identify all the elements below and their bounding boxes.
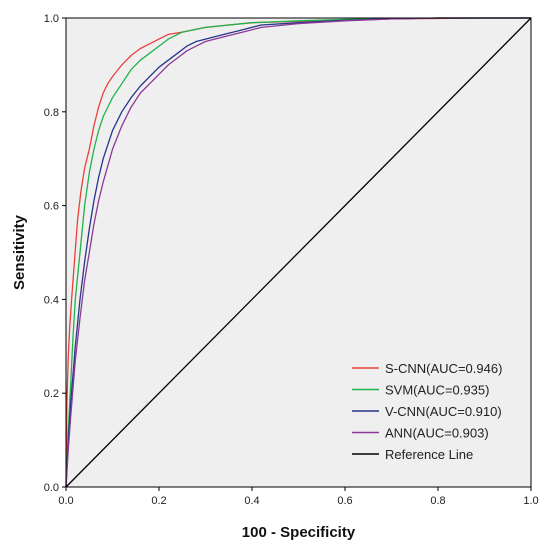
y-tick-label: 0.6 [44, 201, 59, 213]
x-tick-label: 0.6 [337, 495, 352, 507]
x-axis-ticks: 0.0 0.2 0.4 0.6 0.8 1.0 [58, 487, 539, 507]
x-tick-label: 0.2 [151, 495, 166, 507]
legend-label-3: ANN(AUC=0.903) [385, 426, 489, 441]
y-axis-title: Sensitivity [11, 214, 28, 290]
y-axis-ticks: 0.0 0.2 0.4 0.6 0.8 1.0 [44, 13, 66, 494]
y-tick-label: 0.8 [44, 107, 59, 119]
y-tick-label: 0.4 [44, 294, 59, 306]
x-tick-label: 0.8 [430, 495, 445, 507]
y-tick-label: 0.0 [44, 482, 59, 494]
legend-label-1: SVM(AUC=0.935) [385, 383, 489, 398]
legend-label-4: Reference Line [385, 447, 473, 462]
x-tick-label: 0.0 [58, 495, 73, 507]
x-axis-title: 100 - Specificity [242, 524, 356, 541]
legend: S-CNN(AUC=0.946) SVM(AUC=0.935) V-CNN(AUC=… [352, 361, 502, 462]
y-tick-label: 1.0 [44, 13, 59, 25]
y-tick-label: 0.2 [44, 388, 59, 400]
x-tick-label: 1.0 [523, 495, 538, 507]
series-line-1 [65, 17, 531, 488]
series-line-2 [65, 17, 531, 488]
x-tick-label: 0.4 [244, 495, 259, 507]
legend-label-0: S-CNN(AUC=0.946) [385, 361, 502, 376]
legend-label-2: V-CNN(AUC=0.910) [385, 404, 502, 419]
series-layer [65, 17, 532, 488]
series-line-4 [65, 17, 532, 488]
series-line-3 [65, 17, 531, 488]
plot-frame [65, 17, 532, 488]
